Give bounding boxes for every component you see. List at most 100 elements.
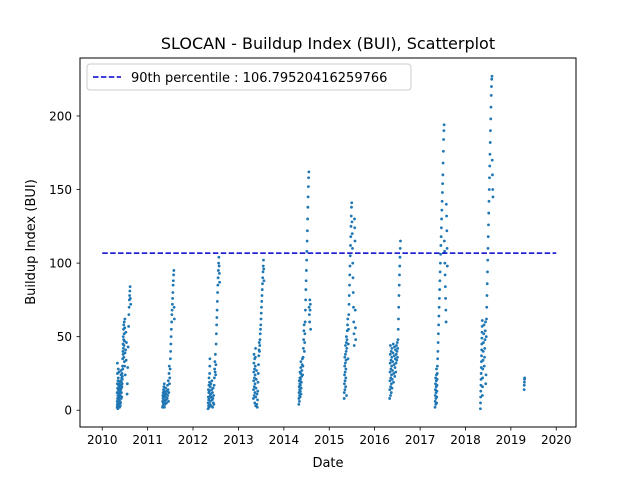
data-point xyxy=(349,235,353,239)
data-point xyxy=(439,226,443,230)
data-point xyxy=(435,401,439,405)
data-point xyxy=(390,373,393,377)
y-tick-label: 200 xyxy=(49,109,72,123)
data-point xyxy=(128,289,132,293)
data-point xyxy=(442,123,446,127)
data-point xyxy=(253,364,257,368)
data-point xyxy=(210,391,214,394)
data-point xyxy=(344,367,348,371)
data-point xyxy=(488,152,492,156)
data-point xyxy=(299,372,303,375)
data-point xyxy=(390,347,394,350)
data-point xyxy=(343,382,346,386)
data-point xyxy=(349,214,353,218)
data-point xyxy=(258,344,262,347)
data-point xyxy=(211,397,215,400)
data-point xyxy=(116,361,119,365)
data-point xyxy=(172,273,176,277)
data-point xyxy=(435,383,439,387)
data-point xyxy=(348,273,352,277)
data-point xyxy=(302,349,306,353)
data-point xyxy=(300,369,304,372)
data-point xyxy=(349,224,353,228)
data-point xyxy=(398,273,401,277)
data-point xyxy=(344,349,348,353)
data-point xyxy=(216,276,220,280)
data-point xyxy=(351,276,355,280)
data-point xyxy=(122,355,126,359)
data-point xyxy=(123,339,126,343)
data-point xyxy=(262,279,266,283)
data-point xyxy=(116,367,120,371)
data-point xyxy=(484,373,488,377)
data-point xyxy=(308,320,311,324)
data-point xyxy=(482,341,485,344)
data-point xyxy=(443,273,447,277)
data-point xyxy=(167,372,171,375)
data-point xyxy=(167,400,170,403)
data-point xyxy=(479,372,483,375)
data-point xyxy=(444,320,448,324)
data-point xyxy=(392,363,396,367)
data-point xyxy=(487,188,491,191)
data-point xyxy=(206,401,210,405)
data-point xyxy=(436,332,440,336)
data-point xyxy=(308,298,312,302)
data-point xyxy=(298,395,302,399)
data-point xyxy=(522,383,526,387)
data-point xyxy=(121,367,125,371)
data-point xyxy=(305,258,309,262)
data-point xyxy=(116,379,120,383)
data-point xyxy=(168,357,172,361)
data-point xyxy=(120,372,124,375)
data-point xyxy=(350,232,354,236)
data-point xyxy=(166,379,170,383)
data-point xyxy=(488,176,491,180)
data-point xyxy=(351,261,355,265)
data-point xyxy=(354,338,358,342)
data-point xyxy=(397,317,400,321)
data-point xyxy=(125,341,128,344)
data-point xyxy=(162,382,166,386)
data-point xyxy=(305,229,309,233)
data-point xyxy=(255,402,259,406)
data-point xyxy=(127,324,131,328)
data-point xyxy=(216,269,220,272)
data-point xyxy=(347,302,351,306)
data-point xyxy=(482,364,486,368)
data-point xyxy=(207,376,211,380)
data-point xyxy=(438,261,442,265)
data-point xyxy=(354,326,357,330)
data-point xyxy=(252,388,255,392)
data-point xyxy=(168,382,171,386)
data-point xyxy=(346,357,350,361)
data-point xyxy=(261,264,265,268)
data-point xyxy=(353,217,356,221)
data-point xyxy=(213,367,217,371)
data-point xyxy=(216,291,220,294)
x-tick-label: 2016 xyxy=(359,433,390,447)
data-point xyxy=(398,264,402,268)
data-point xyxy=(437,297,441,300)
data-point xyxy=(215,316,219,319)
data-point xyxy=(168,367,172,371)
data-point xyxy=(120,374,124,378)
data-point xyxy=(217,261,221,265)
data-point xyxy=(304,269,308,272)
data-point xyxy=(352,332,356,336)
data-point xyxy=(255,369,258,372)
data-point xyxy=(208,385,212,389)
data-point xyxy=(299,360,303,364)
data-point xyxy=(390,386,394,390)
data-point xyxy=(301,364,305,368)
data-point xyxy=(442,239,446,243)
data-point xyxy=(436,349,440,353)
data-point xyxy=(128,294,132,297)
data-point xyxy=(485,305,489,309)
data-point xyxy=(437,305,441,309)
data-point xyxy=(261,270,265,274)
data-point xyxy=(440,199,444,203)
data-point xyxy=(393,366,397,369)
data-point xyxy=(388,370,392,374)
data-point xyxy=(218,280,222,284)
